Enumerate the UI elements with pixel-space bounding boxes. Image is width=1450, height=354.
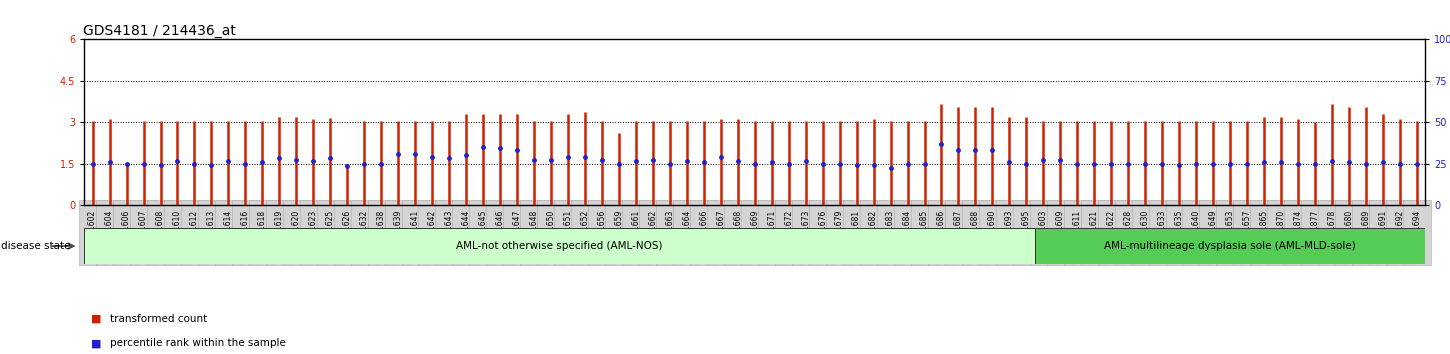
- Text: transformed count: transformed count: [110, 314, 207, 324]
- Bar: [84, 228, 1035, 264]
- Bar: [1035, 228, 1425, 264]
- Text: AML-not otherwise specified (AML-NOS): AML-not otherwise specified (AML-NOS): [457, 241, 663, 251]
- Text: percentile rank within the sample: percentile rank within the sample: [110, 338, 286, 348]
- Text: ■: ■: [91, 314, 102, 324]
- Text: disease state: disease state: [1, 241, 71, 251]
- Text: ■: ■: [91, 338, 102, 348]
- Text: AML-multilineage dysplasia sole (AML-MLD-sole): AML-multilineage dysplasia sole (AML-MLD…: [1105, 241, 1356, 251]
- Text: GDS4181 / 214436_at: GDS4181 / 214436_at: [83, 24, 236, 38]
